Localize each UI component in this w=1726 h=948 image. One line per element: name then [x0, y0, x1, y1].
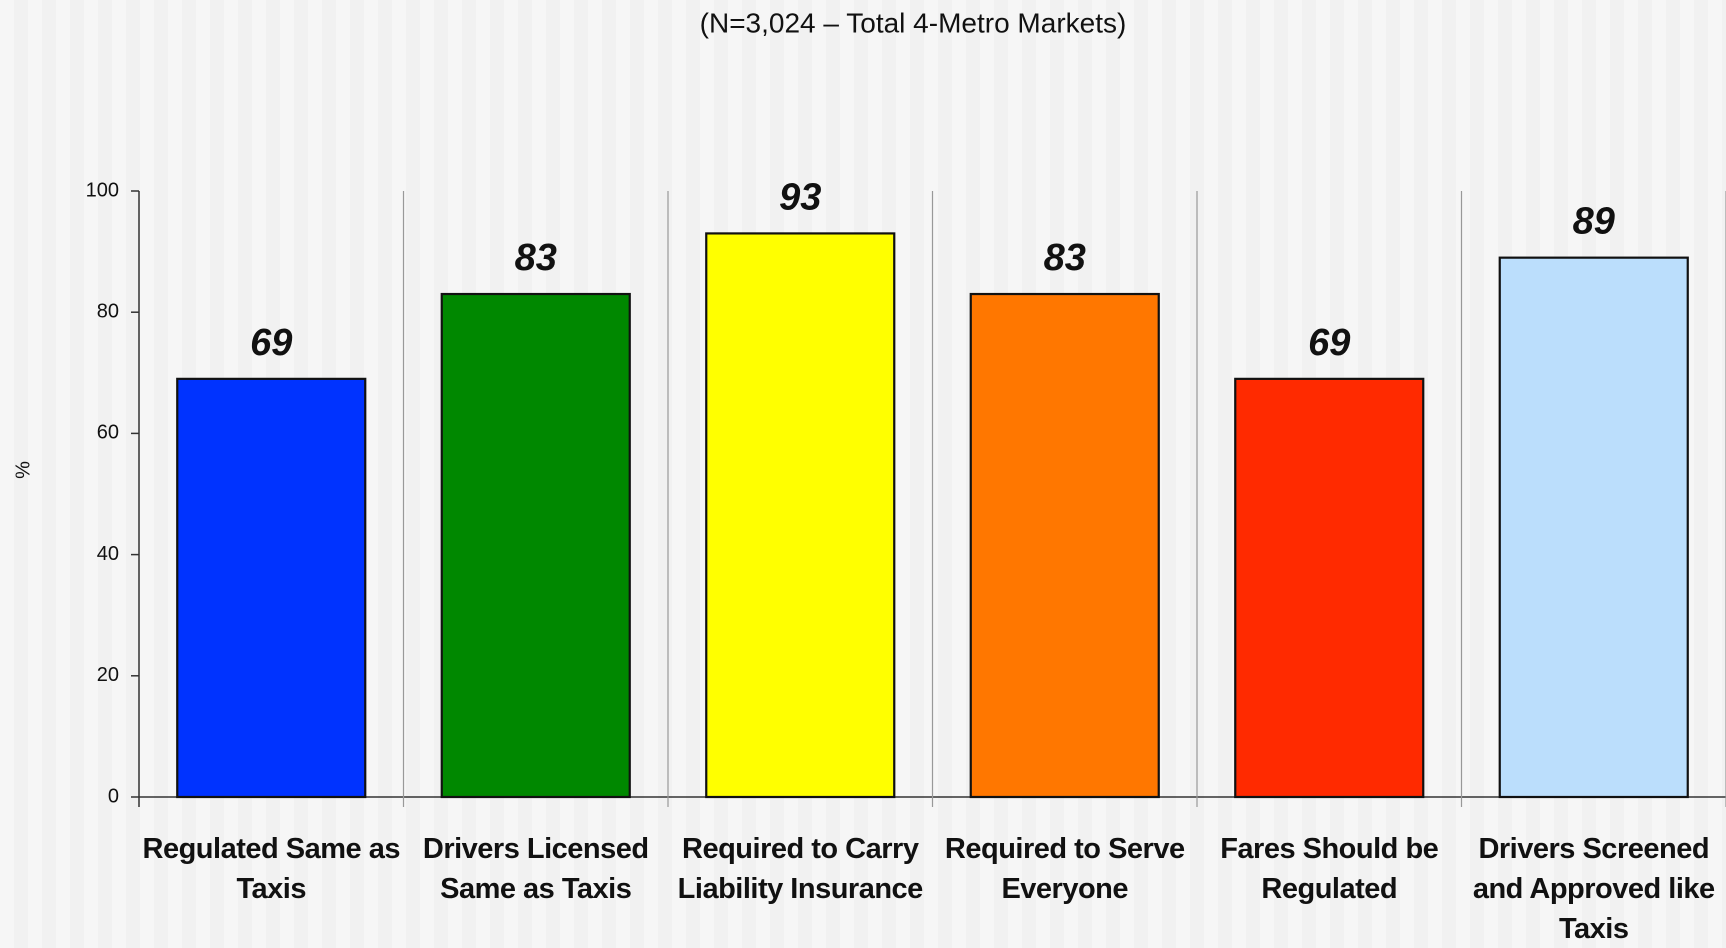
y-tick-label: 60 — [97, 422, 119, 444]
y-tick-label: 20 — [97, 664, 119, 686]
chart-subtitle: (N=3,024 – Total 4-Metro Markets) — [700, 7, 1127, 38]
y-axis-label: % — [12, 461, 34, 479]
data-label: 93 — [779, 176, 821, 218]
y-tick-label: 0 — [108, 785, 119, 807]
x-tick-label: Required to Carry Liability Insurance — [677, 833, 924, 905]
bar — [176, 377, 367, 799]
x-tick-label: Drivers Licensed Same as Taxis — [422, 833, 649, 905]
x-tick-label: Required to Serve Everyone — [944, 833, 1185, 905]
data-label: 83 — [1044, 237, 1086, 279]
y-tick-label: 80 — [97, 300, 119, 322]
bar — [969, 292, 1160, 799]
data-label: 69 — [250, 322, 292, 364]
data-label: 83 — [515, 237, 557, 279]
x-tick-label: Regulated Same as Taxis — [142, 833, 401, 905]
bar — [1234, 377, 1425, 799]
bar — [440, 292, 631, 799]
x-tick-label: Drivers Screened and Approved like Taxis — [1472, 833, 1715, 945]
y-tick-label: 100 — [86, 179, 119, 201]
y-tick-label: 40 — [97, 543, 119, 565]
bar — [1498, 256, 1689, 799]
data-label: 69 — [1308, 322, 1350, 364]
x-tick-label: Fares Should be Regulated — [1220, 833, 1439, 905]
bar — [705, 232, 896, 799]
data-label: 89 — [1573, 201, 1615, 243]
